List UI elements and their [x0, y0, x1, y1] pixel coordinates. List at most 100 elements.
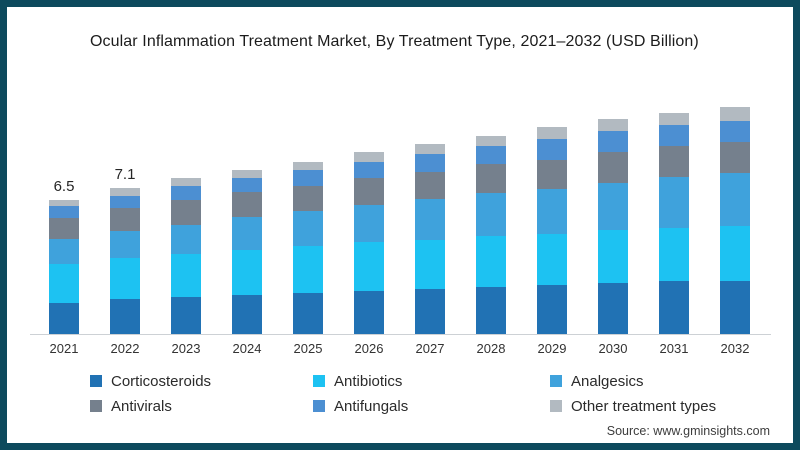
x-axis-label-2028: 2028	[476, 341, 506, 356]
bar-2023-segment-antifungals	[171, 186, 201, 200]
bar-2022-segment-other-treatment-types	[110, 188, 140, 196]
legend-item-analgesics: Analgesics	[550, 370, 716, 392]
bar-2028-segment-antibiotics	[476, 236, 506, 287]
bar-2027-segment-analgesics	[415, 199, 445, 240]
legend-label: Other treatment types	[571, 397, 717, 415]
bar-2030-segment-corticosteroids	[598, 283, 628, 334]
bar-2024-segment-other-treatment-types	[232, 170, 262, 178]
legend-label: Corticosteroids	[111, 372, 212, 390]
x-axis-label-2026: 2026	[354, 341, 384, 356]
bar-2032-segment-antivirals	[720, 142, 750, 173]
bar-2021-segment-analgesics	[49, 239, 79, 264]
bar-value-label-2021: 6.5	[53, 178, 75, 195]
bar-2021-segment-antifungals	[49, 206, 79, 218]
bar-2025-segment-antibiotics	[293, 246, 323, 293]
bar-2028-segment-corticosteroids	[476, 287, 506, 334]
bar-2026-segment-antifungals	[354, 162, 384, 178]
bar-2031-segment-corticosteroids	[659, 281, 689, 334]
legend: Corticosteroids Antibiotics Analgesics Anti…	[90, 370, 716, 417]
bar-2023	[171, 178, 201, 334]
legend-item-antivirals: Antivirals	[90, 395, 313, 417]
bar-2030-segment-other-treatment-types	[598, 119, 628, 131]
legend-swatch-icon	[90, 375, 102, 387]
legend-swatch-icon	[313, 400, 325, 412]
bar-2024-segment-analgesics	[232, 217, 262, 250]
bar-2024	[232, 170, 262, 334]
bar-2022-segment-antifungals	[110, 196, 140, 208]
legend-label: Analgesics	[571, 372, 644, 390]
bar-2021-segment-corticosteroids	[49, 303, 79, 334]
bar-2027-segment-antivirals	[415, 172, 445, 199]
bar-2022-segment-antivirals	[110, 208, 140, 231]
legend-swatch-icon	[313, 375, 325, 387]
bar-2029-segment-analgesics	[537, 189, 567, 234]
legend-swatch-icon	[550, 375, 562, 387]
bar-2021-segment-antibiotics	[49, 264, 79, 303]
legend-item-antifungals: Antifungals	[313, 395, 550, 417]
bar-2031-segment-antivirals	[659, 146, 689, 177]
bar-2026-segment-antibiotics	[354, 242, 384, 291]
bar-2023-segment-antivirals	[171, 200, 201, 225]
bar-2032-segment-corticosteroids	[720, 281, 750, 334]
bar-2031	[659, 113, 689, 334]
bar-2026-segment-analgesics	[354, 205, 384, 242]
bar-2021	[49, 200, 79, 334]
bar-value-label-2022: 7.1	[114, 166, 136, 183]
bar-2030-segment-antifungals	[598, 131, 628, 152]
bar-2025-segment-antivirals	[293, 186, 323, 211]
bar-2029-segment-corticosteroids	[537, 285, 567, 334]
source-text: Source: www.gminsights.com	[606, 424, 770, 438]
x-axis-label-2032: 2032	[720, 341, 750, 356]
bar-2022	[110, 188, 140, 334]
bar-2032-segment-analgesics	[720, 173, 750, 226]
x-axis-label-2025: 2025	[293, 341, 323, 356]
legend-item-other-treatment-types: Other treatment types	[550, 395, 716, 417]
bar-2029-segment-antivirals	[537, 160, 567, 189]
legend-label: Antifungals	[334, 397, 409, 415]
bar-2023-segment-corticosteroids	[171, 297, 201, 334]
bar-2026-segment-corticosteroids	[354, 291, 384, 334]
x-axis-label-2023: 2023	[171, 341, 201, 356]
bar-2032	[720, 107, 750, 334]
x-axis-line	[30, 334, 771, 335]
bar-2027	[415, 144, 445, 334]
x-axis-label-2031: 2031	[659, 341, 689, 356]
bar-2027-segment-other-treatment-types	[415, 144, 445, 154]
bar-2032-segment-antibiotics	[720, 226, 750, 281]
x-axis-label-2022: 2022	[110, 341, 140, 356]
bar-2027-segment-corticosteroids	[415, 289, 445, 334]
bar-2023-segment-antibiotics	[171, 254, 201, 297]
bar-2024-segment-antifungals	[232, 178, 262, 192]
bar-2023-segment-analgesics	[171, 225, 201, 254]
bar-2029	[537, 127, 567, 334]
x-axis-label-2029: 2029	[537, 341, 567, 356]
bar-2025	[293, 162, 323, 334]
bar-2029-segment-antibiotics	[537, 234, 567, 285]
bar-2028-segment-antifungals	[476, 146, 506, 164]
bar-2030-segment-analgesics	[598, 183, 628, 230]
bar-2024-segment-antivirals	[232, 192, 262, 217]
bar-2031-segment-antibiotics	[659, 228, 689, 281]
bar-2025-segment-analgesics	[293, 211, 323, 246]
bar-2031-segment-analgesics	[659, 177, 689, 228]
bar-2031-segment-other-treatment-types	[659, 113, 689, 125]
bar-2031-segment-antifungals	[659, 125, 689, 146]
bar-2026-segment-antivirals	[354, 178, 384, 205]
bar-2028	[476, 136, 506, 334]
bar-2029-segment-antifungals	[537, 139, 567, 160]
bar-2027-segment-antifungals	[415, 154, 445, 172]
bar-2025-segment-corticosteroids	[293, 293, 323, 334]
legend-item-antibiotics: Antibiotics	[313, 370, 550, 392]
legend-swatch-icon	[90, 400, 102, 412]
x-axis-label-2024: 2024	[232, 341, 262, 356]
legend-item-corticosteroids: Corticosteroids	[90, 370, 313, 392]
chart-title: Ocular Inflammation Treatment Market, By…	[90, 33, 699, 50]
bar-2030	[598, 119, 628, 334]
legend-swatch-icon	[550, 400, 562, 412]
bar-2028-segment-analgesics	[476, 193, 506, 236]
bar-2026	[354, 152, 384, 334]
bar-2026-segment-other-treatment-types	[354, 152, 384, 162]
bar-2024-segment-corticosteroids	[232, 295, 262, 334]
x-axis-label-2027: 2027	[415, 341, 445, 356]
